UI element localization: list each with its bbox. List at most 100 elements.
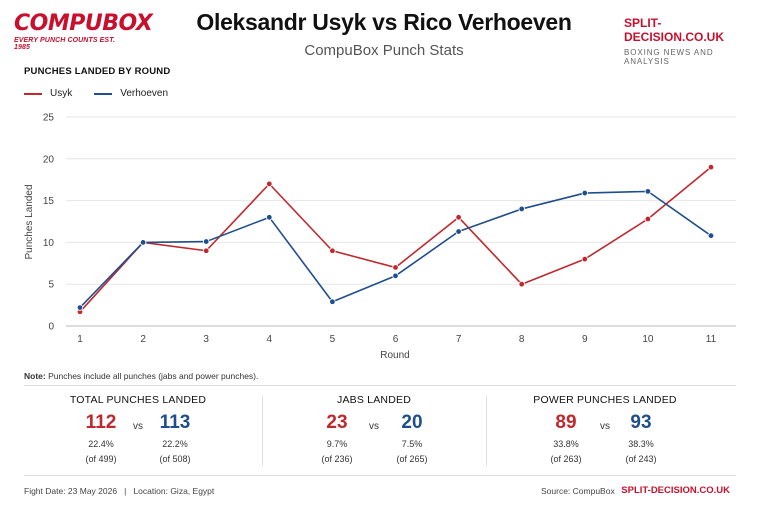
stats-top-divider [24,385,736,386]
stat-percent-verhoeven: 7.5% [401,439,423,449]
data-point-usyk [392,264,399,271]
stat-values: 23 vs 20 [274,412,474,446]
x-axis-title: Round [380,350,409,361]
legend-label-verhoeven: Verhoeven [120,88,169,99]
site-name[interactable]: SPLIT-DECISION.CO.UK [624,16,725,44]
stats-divider [486,396,487,466]
series-line-verhoeven [79,190,712,309]
y-tick-label: 10 [43,238,55,249]
legend-item-usyk: Usyk [24,88,72,99]
stat-power-punches: POWER PUNCHES LANDED 89 vs 93 33.8% 38.3… [505,394,705,464]
chart-series [76,163,715,315]
y-tick-label: 5 [48,280,54,291]
chart-heading: PUNCHES LANDED BY ROUND [24,66,171,77]
footer-site-link[interactable]: SPLIT-DECISION.CO.UK [621,485,730,496]
x-tick-label: 10 [642,334,654,345]
data-point-usyk [455,214,462,221]
data-point-verhoeven [76,304,84,311]
x-tick-label: 7 [456,334,462,345]
x-tick-labels: 1 2 3 4 5 6 7 8 9 10 11 [77,334,716,345]
stat-value-usyk: 89 [555,412,577,433]
data-point-verhoeven [455,228,462,235]
legend-swatch-verhoeven [94,92,113,95]
legend-swatch-usyk [24,92,42,95]
stat-of-usyk: (of 263) [550,454,582,464]
data-point-verhoeven [329,298,336,305]
note-text: Punches include all punches (jabs and po… [45,371,259,381]
x-tick-label: 5 [330,334,336,345]
data-point-verhoeven [202,238,210,245]
legend-item-verhoeven: Verhoeven [94,88,168,99]
chart-note: Note: Punches include all punches (jabs … [24,371,258,381]
x-tick-label: 3 [203,334,209,345]
compubox-logo: COMPUBOX EVERY PUNCH COUNTS EST. 1985 [14,11,153,52]
stat-jabs: JABS LANDED 23 vs 20 9.7% 7.5% (of 236) … [274,394,474,464]
data-point-verhoeven [139,239,147,246]
stat-percent-usyk: 9.7% [326,439,348,449]
data-point-usyk [202,247,210,254]
stat-value-usyk: 112 [85,412,117,433]
x-tick-label: 6 [393,334,399,345]
stat-value-verhoeven: 113 [159,412,191,433]
stat-vs: vs [600,421,610,432]
y-tick-label: 25 [43,113,55,124]
data-point-verhoeven [644,188,652,195]
legend-label-usyk: Usyk [50,88,73,99]
stat-value-verhoeven: 93 [630,412,652,433]
page-subtitle: CompuBox Punch Stats [304,42,464,59]
data-point-verhoeven [392,272,399,280]
stat-percent-verhoeven: 38.3% [628,439,654,449]
x-tick-label: 11 [706,334,717,345]
y-axis-title: Punches Landed [24,184,35,259]
x-tick-label: 8 [519,334,525,345]
stat-percent-usyk: 22.4% [88,439,114,449]
data-point-verhoeven [707,232,715,239]
y-tick-label: 20 [43,154,55,165]
data-point-usyk [581,255,588,263]
data-point-usyk [329,247,336,254]
source-credit: Source: CompuBox [541,486,615,496]
data-point-usyk [266,180,273,188]
logo-tagline: EVERY PUNCH COUNTS EST. 1985 [14,37,116,51]
data-point-verhoeven [581,189,588,197]
stat-title: POWER PUNCHES LANDED [533,394,677,406]
stat-vs: vs [369,421,379,432]
x-tick-label: 1 [77,334,83,345]
x-tick-label: 2 [140,334,146,345]
x-tick-label: 4 [267,334,273,345]
stats-divider [262,396,263,466]
data-point-usyk [518,281,525,288]
x-tick-label: 9 [582,334,588,345]
series-line-usyk [79,166,712,313]
stat-of-verhoeven: (of 243) [625,454,657,464]
stat-value-usyk: 23 [326,412,348,433]
stat-of-verhoeven: (of 508) [159,454,191,464]
stat-values: 112 vs 113 [38,412,238,446]
stat-of-verhoeven: (of 265) [396,454,428,464]
stat-total-punches: TOTAL PUNCHES LANDED 112 vs 113 22.4% 22… [38,394,238,464]
data-point-verhoeven [518,205,525,213]
chart-grid [66,116,736,327]
y-tick-labels: 0 5 10 15 20 25 [43,113,55,333]
stat-values: 89 vs 93 [505,412,705,446]
logo-text: COMPUBOX [14,11,153,36]
y-tick-label: 0 [48,322,54,333]
stat-percent-usyk: 33.8% [553,439,579,449]
footer-divider [24,475,736,476]
page-title: Oleksandr Usyk vs Rico Verhoeven [196,9,572,35]
site-branding: SPLIT-DECISION.CO.UK BOXING NEWS AND ANA… [624,16,752,66]
stat-vs: vs [133,421,143,432]
stat-title: TOTAL PUNCHES LANDED [69,394,207,406]
stat-of-usyk: (of 236) [321,454,353,464]
data-point-usyk [707,163,715,171]
site-tagline: BOXING NEWS AND ANALYSIS [624,48,714,66]
note-label: Note: [24,371,46,381]
stat-percent-verhoeven: 22.2% [162,439,188,449]
y-tick-label: 15 [43,196,55,207]
stat-of-usyk: (of 499) [85,454,117,464]
data-point-usyk [644,215,652,223]
fight-info: Fight Date: 23 May 2026 | Location: Giza… [24,486,215,496]
stat-value-verhoeven: 20 [401,412,423,433]
data-point-verhoeven [266,214,273,221]
punches-line-chart: 0 5 10 15 20 25 1 2 3 4 5 6 7 8 9 10 11 Round Punches L… [24,113,736,361]
